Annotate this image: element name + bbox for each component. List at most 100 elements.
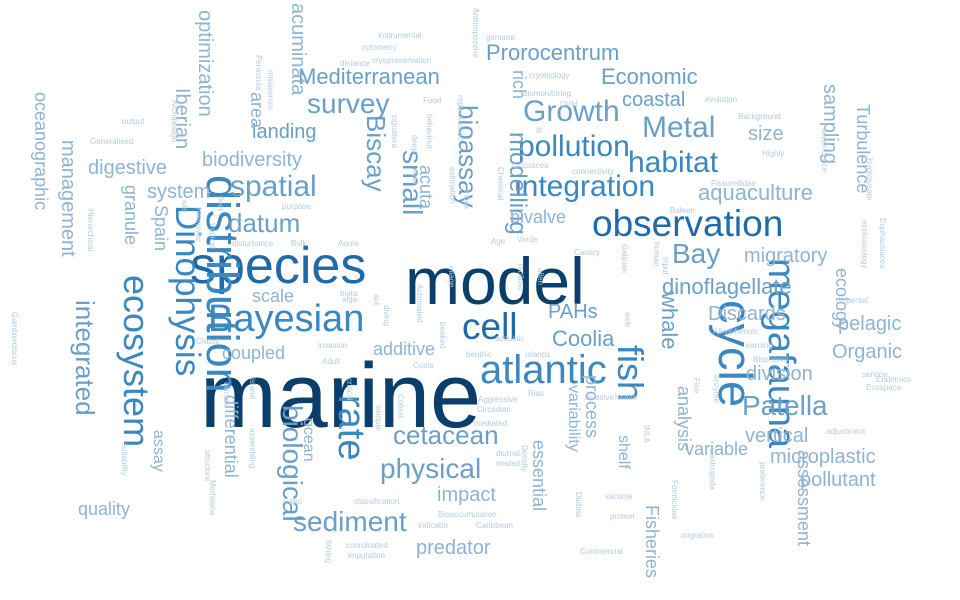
word-scale: scale xyxy=(252,286,295,306)
word-adjustment: adjustment xyxy=(826,427,866,436)
word-generalised: Generalised xyxy=(90,137,134,146)
word-index: index xyxy=(462,190,471,210)
word-highly: Highly xyxy=(762,149,785,158)
word-gastropoda: Gastropoda xyxy=(708,448,717,490)
word-rate: rate xyxy=(330,395,372,461)
word-coupled: coupled xyxy=(222,343,286,363)
word-essential: essential xyxy=(529,440,549,512)
word-chemical: Chemical xyxy=(496,167,505,201)
word-purpose: purpose xyxy=(282,202,311,211)
word-critical: critical xyxy=(345,378,354,401)
word-impact: impact xyxy=(437,484,496,506)
word-size: size xyxy=(748,123,784,145)
word-species: species xyxy=(190,237,367,295)
word-system: system xyxy=(147,181,211,203)
word-variable: variable xyxy=(685,439,749,459)
word-assessment: assessment xyxy=(794,450,814,547)
word-age: Age xyxy=(491,237,506,246)
word-dvm: DVM xyxy=(560,100,578,109)
word-hierarchical: Hierarchical xyxy=(86,209,95,252)
word-input: Input xyxy=(661,257,670,275)
word-invasive: invasive xyxy=(585,393,614,402)
word-deep: deep xyxy=(410,135,419,153)
word-marine: marine xyxy=(200,345,482,447)
word-structure: structure xyxy=(203,450,212,482)
word-assembling: assembling xyxy=(248,428,257,469)
word-commercial: Commercial xyxy=(580,547,623,556)
word-division: division xyxy=(746,363,813,385)
word-verde: Verde xyxy=(517,235,538,244)
word-vertical: vertical xyxy=(745,425,809,447)
word-shelf: shelf xyxy=(615,435,632,469)
word-organic: Organic xyxy=(832,341,903,363)
word-aquaculture: aquaculture xyxy=(698,180,813,205)
word-gambierdiscus: Gambierdiscus xyxy=(10,312,19,366)
word-coolia: Coolia xyxy=(552,326,615,351)
word-climate: climate xyxy=(222,382,231,408)
word-nested: nested xyxy=(496,459,521,468)
word-digestive: digestive xyxy=(88,157,167,179)
word-sample: sample xyxy=(374,405,383,431)
word-dinoflagellate: dinoflagellate xyxy=(662,274,792,299)
word-fit: fit xyxy=(534,127,543,134)
word-fine: Fine xyxy=(692,378,701,394)
word-alga: alga xyxy=(342,295,358,304)
word-mediterranean: Mediterranean xyxy=(298,64,440,89)
word-disturbance: disturbance xyxy=(232,239,274,248)
word-web: web xyxy=(623,312,632,327)
word-invasion: invasion xyxy=(318,341,348,350)
word-bioaccumulation: Bioaccumulation xyxy=(438,510,497,519)
word-patella: Patella xyxy=(742,390,828,421)
word-crustacea: Crustacea xyxy=(512,161,549,170)
word-classification: classification xyxy=(354,497,400,506)
word-diurnal: diurnal xyxy=(496,449,521,458)
word-ecosystem: ecosystem xyxy=(116,275,157,448)
word-mollusc: mollusc xyxy=(516,264,525,292)
word-connectivity: connectivity xyxy=(572,167,614,176)
word-pollutant: pollutant xyxy=(800,469,876,491)
word-pelagic: pelagic xyxy=(838,313,902,335)
word-migration: migration xyxy=(681,531,714,540)
word-vacuole: vacuole xyxy=(605,492,633,501)
word-caribbean: Caribbean xyxy=(476,521,513,530)
word-assay: assay xyxy=(150,430,167,472)
word-evolution: evolution xyxy=(705,95,738,104)
word-preference: preference xyxy=(758,462,767,501)
word-datum: datum xyxy=(228,208,301,238)
word-acuminata: acuminata xyxy=(287,3,309,96)
word-coastal: coastal xyxy=(622,89,686,111)
word-aggressive: Aggressive xyxy=(478,395,518,404)
word-differential: differential xyxy=(221,395,241,478)
word-additive: additive xyxy=(373,339,436,359)
word-biomonitoring: biomonitoring xyxy=(523,89,572,98)
word-sediment: sediment xyxy=(293,506,407,537)
word-archipelago: Archipelago xyxy=(170,100,179,143)
word-ocean: ocean xyxy=(300,418,317,462)
word-peninsula: Peninsula xyxy=(254,55,263,91)
word-pollution: pollution xyxy=(518,130,630,163)
word-inla: INLA xyxy=(642,425,651,443)
word-fisheries: Fisheries xyxy=(642,505,662,579)
word-atlantic: atlantic xyxy=(480,348,607,392)
word-quality: quality xyxy=(78,499,131,519)
word-beaked: beaked xyxy=(438,322,447,349)
word-medalena: Medalena xyxy=(208,480,217,516)
word-migratory: migratory xyxy=(744,245,828,267)
word-islands: Islands xyxy=(525,350,551,359)
word-area: area xyxy=(247,92,267,129)
word-island: island xyxy=(248,378,257,399)
word-euphausiacea: Euphausiacea xyxy=(878,218,887,269)
word-dispersal: dispersal xyxy=(836,296,869,305)
word-metal: Metal xyxy=(642,111,716,144)
word-automated: Automated xyxy=(415,284,424,323)
word-food: Food xyxy=(423,96,442,105)
word-galician: Galician xyxy=(620,244,629,273)
word-cohort: Cohort xyxy=(396,394,405,419)
word-adult: Adult xyxy=(322,357,341,366)
word-anthropocene: Anthropocene xyxy=(471,8,480,58)
word-acoustic: acoustic xyxy=(495,334,525,343)
word-site: site xyxy=(180,200,189,213)
word-fleet: fleet xyxy=(216,196,225,212)
word-integrated: integrated xyxy=(70,300,100,416)
